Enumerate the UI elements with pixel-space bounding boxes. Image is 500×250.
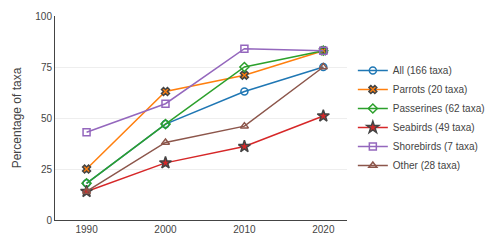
svg-text:0: 0 [46,215,52,226]
svg-text:Passerines (62 taxa): Passerines (62 taxa) [393,103,485,114]
svg-text:Percentage of taxa: Percentage of taxa [10,67,24,168]
svg-text:Other (28 taxa): Other (28 taxa) [393,160,460,171]
svg-text:75: 75 [41,62,53,73]
svg-text:2020: 2020 [312,224,335,235]
svg-text:2000: 2000 [154,224,177,235]
svg-text:100: 100 [35,11,52,22]
svg-text:Shorebirds (7 taxa): Shorebirds (7 taxa) [393,141,478,152]
svg-text:25: 25 [41,164,53,175]
svg-text:Seabirds (49 taxa): Seabirds (49 taxa) [393,122,475,133]
svg-text:2010: 2010 [233,224,256,235]
svg-text:All (166 taxa): All (166 taxa) [393,65,452,76]
svg-text:Parrots (20 taxa): Parrots (20 taxa) [393,84,467,95]
svg-text:50: 50 [41,113,53,124]
svg-text:1990: 1990 [75,224,98,235]
